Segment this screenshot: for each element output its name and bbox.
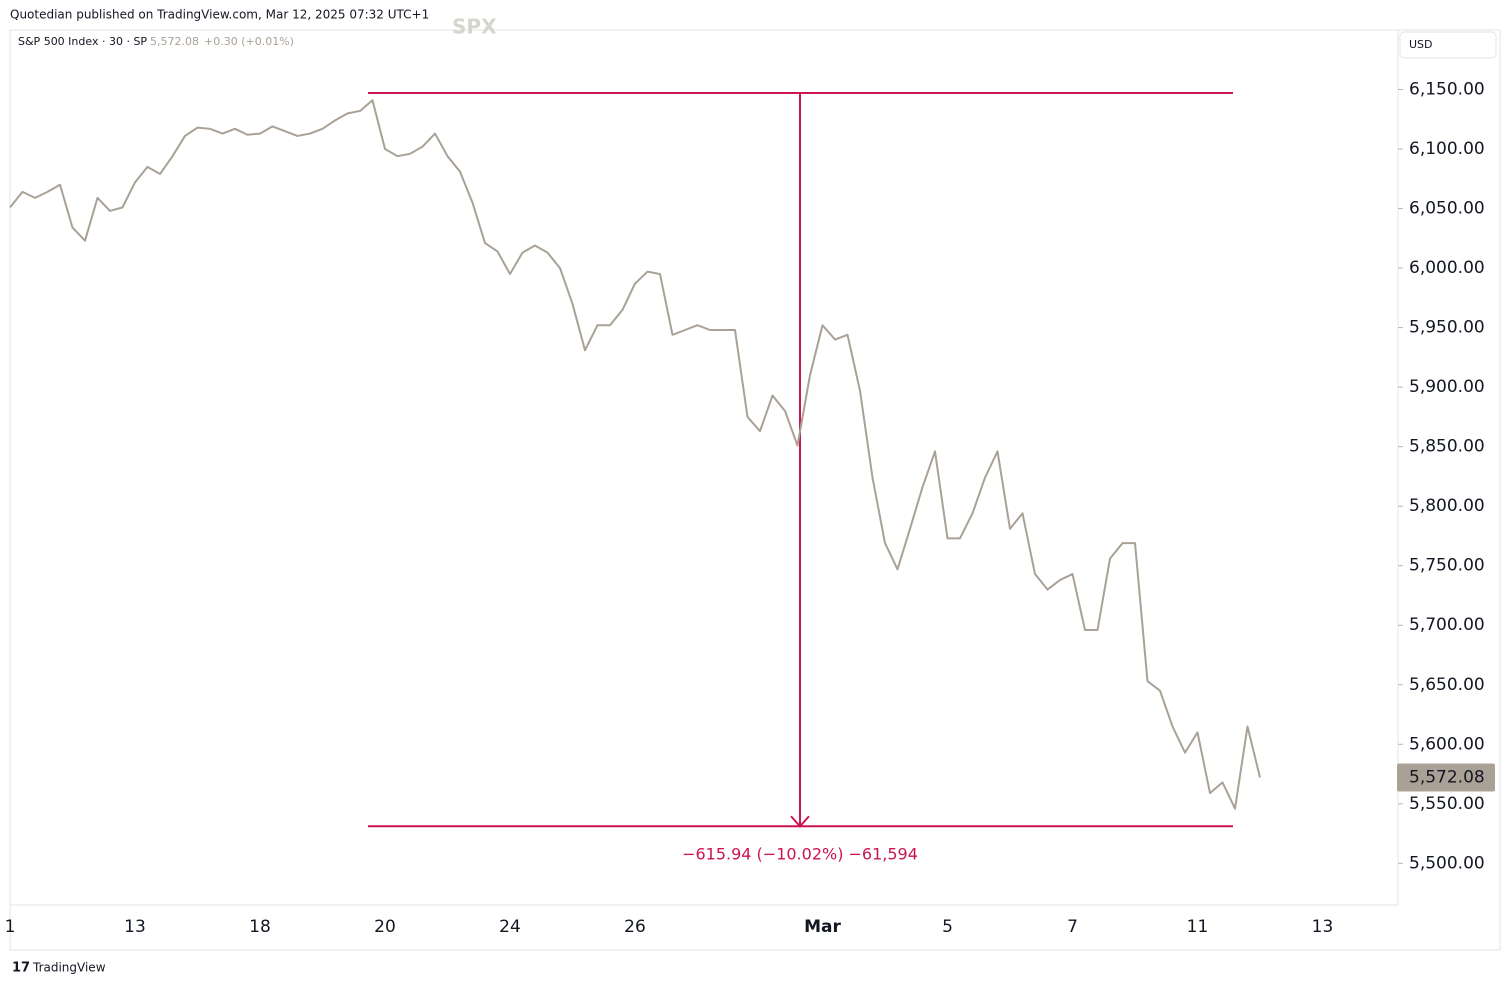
frame bbox=[9, 29, 1501, 951]
x-tick-label: 20 bbox=[374, 917, 396, 937]
x-tick-label: 18 bbox=[249, 917, 271, 937]
x-tick-label: 7 bbox=[1067, 917, 1078, 937]
y-tick-label: 5,800.00 bbox=[1409, 496, 1485, 516]
y-tick-label: 6,100.00 bbox=[1409, 139, 1485, 159]
last-price-label: 5,572.08 bbox=[1409, 768, 1485, 788]
y-tick-label: 6,000.00 bbox=[1409, 258, 1485, 278]
measure-arrow bbox=[790, 815, 810, 828]
y-tick-label: 5,850.00 bbox=[1409, 437, 1485, 457]
x-tick-label: 13 bbox=[1312, 917, 1334, 937]
y-tick-label: 5,950.00 bbox=[1409, 318, 1485, 338]
y-tick-label: 5,750.00 bbox=[1409, 556, 1485, 576]
symbol: S&P 500 Index · 30 · SP bbox=[18, 35, 147, 48]
y-tick-label: 6,050.00 bbox=[1409, 199, 1485, 219]
y-tick-label: 5,900.00 bbox=[1409, 377, 1485, 397]
y-tick-label: 5,550.00 bbox=[1409, 794, 1485, 814]
measure-label: −615.94 (−10.02%) −61,594 bbox=[682, 845, 918, 864]
x-tick-label: 24 bbox=[499, 917, 521, 937]
y-tick-label: 5,700.00 bbox=[1409, 615, 1485, 635]
price-line bbox=[9, 99, 1261, 810]
last-price-tag bbox=[1397, 763, 1495, 792]
x-tick-label: 5 bbox=[942, 917, 953, 937]
brand: TradingView bbox=[32, 961, 106, 975]
watermark: SPX bbox=[452, 15, 497, 39]
y-tick-label: 6,150.00 bbox=[1409, 80, 1485, 100]
y-tick-label: 5,500.00 bbox=[1409, 853, 1485, 873]
x-tick-label: 13 bbox=[124, 917, 146, 937]
currency: USD bbox=[1409, 38, 1433, 51]
header-price: 5,572.08 bbox=[150, 35, 199, 48]
x-tick-label: 26 bbox=[624, 917, 646, 937]
x-tick-label: 1 bbox=[5, 917, 16, 937]
header-change: +0.30 (+0.01%) bbox=[204, 35, 294, 48]
x-tick-label: Mar bbox=[804, 917, 841, 937]
logo: 17 bbox=[12, 961, 30, 976]
y-tick-label: 5,600.00 bbox=[1409, 734, 1485, 754]
currency-box[interactable] bbox=[1399, 31, 1497, 59]
publisher: Quotedian published on TradingView.com, … bbox=[10, 8, 429, 22]
y-tick-label: 5,650.00 bbox=[1409, 675, 1485, 695]
x-tick-label: 11 bbox=[1187, 917, 1209, 937]
